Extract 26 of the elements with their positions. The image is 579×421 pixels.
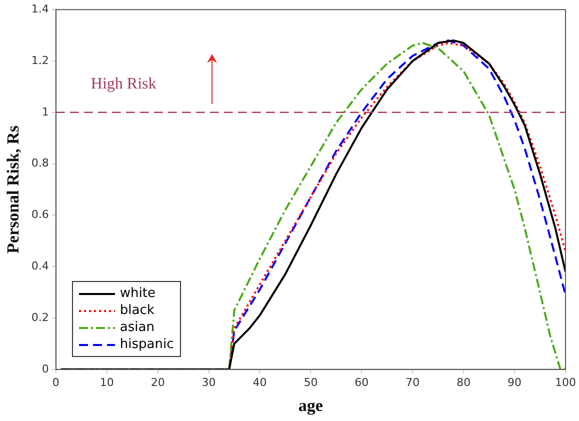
y-tick-label: 0.6	[31, 208, 49, 222]
x-tick-label: 30	[202, 376, 216, 389]
y-tick-label: 0.4	[31, 259, 49, 272]
x-tick-label: 10	[100, 376, 114, 389]
legend-label: white	[120, 286, 156, 302]
x-tick-label: 50	[304, 376, 318, 389]
y-tick-label: 1.4	[31, 2, 49, 16]
ref-line-label: High Risk	[90, 76, 156, 93]
legend-label: black	[120, 303, 154, 318]
x-tick-label: 60	[354, 376, 369, 389]
legend-label: hispanic	[120, 337, 174, 352]
x-tick-label: 20	[150, 376, 165, 389]
y-axis-title: Personal Risk, Rs	[4, 125, 23, 254]
x-tick-label: 90	[508, 376, 522, 389]
x-tick-label: 80	[456, 376, 471, 389]
y-tick-label: 1.2	[31, 54, 49, 67]
y-tick-label: 0	[42, 362, 49, 376]
x-tick-label: 100	[555, 376, 576, 389]
y-tick-label: 0.2	[31, 310, 49, 324]
y-tick-label: 0.8	[31, 156, 49, 170]
x-tick-label: 0	[52, 376, 60, 389]
y-tick-label: 1	[42, 105, 49, 118]
x-tick-label: 40	[252, 376, 267, 389]
x-tick-label: 70	[406, 376, 420, 389]
legend-label: asian	[120, 320, 154, 336]
x-axis-title: age	[298, 396, 324, 416]
